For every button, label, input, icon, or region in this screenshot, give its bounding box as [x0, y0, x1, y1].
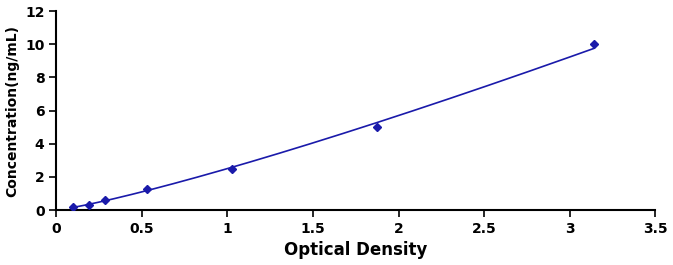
X-axis label: Optical Density: Optical Density: [284, 241, 427, 259]
Y-axis label: Concentration(ng/mL): Concentration(ng/mL): [5, 25, 20, 197]
